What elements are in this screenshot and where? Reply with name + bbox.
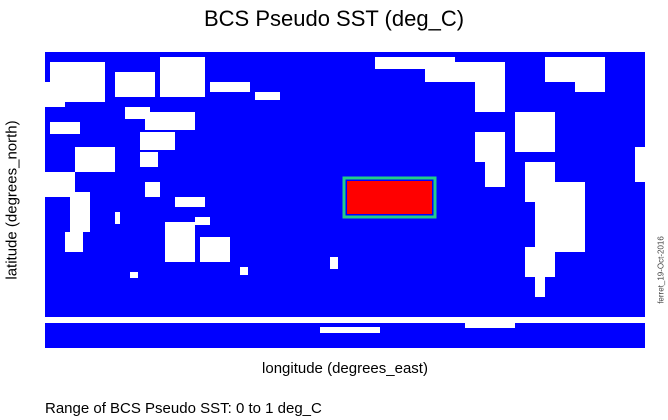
sst-anomaly-region	[342, 176, 437, 219]
range-text: Range of BCS Pseudo SST: 0 to 1 deg_C	[45, 400, 322, 417]
y-axis-label: latitude (degrees_north)	[3, 120, 21, 280]
anomaly-outline	[342, 176, 437, 219]
anomaly-fill	[347, 181, 432, 214]
x-axis-label: longitude (degrees_east)	[262, 360, 428, 377]
land-masses	[45, 57, 645, 333]
side-stamp: ferret_19-Oct-2016	[656, 236, 666, 304]
sst-map-plot	[45, 52, 645, 348]
chart-title: BCS Pseudo SST (deg_C)	[203, 6, 465, 31]
